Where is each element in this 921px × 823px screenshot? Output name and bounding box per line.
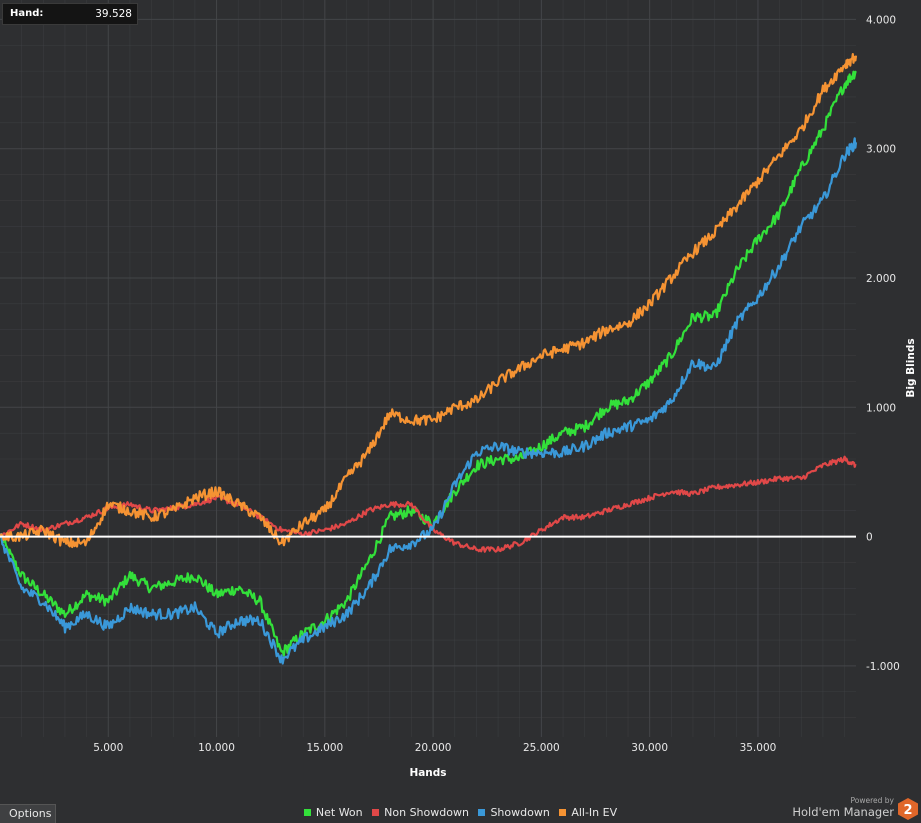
hand-readout-value: 39.528 (95, 8, 132, 20)
brand-logo-area: Powered by Hold'em Manager 2 (788, 796, 918, 823)
axes: 5.000 10.000 15.000 20.000 25.000 30.000 35.00… (93, 14, 917, 779)
hem-logo-icon: 2 (898, 798, 918, 820)
x-tick-label: 5.000 (93, 742, 123, 754)
hand-readout: Hand: 39.528 (2, 3, 138, 25)
legend-item-all-in-ev[interactable]: All-In EV (559, 806, 617, 819)
legend-label: Showdown (490, 806, 550, 819)
y-tick-label: 1.000 (866, 402, 896, 414)
x-tick-label: 30.000 (631, 742, 668, 754)
x-tick-label: 10.000 (198, 742, 235, 754)
x-tick-label: 15.000 (306, 742, 343, 754)
series-line-showdown (0, 137, 858, 665)
y-tick-label: 4.000 (866, 14, 896, 26)
legend-swatch (372, 809, 380, 816)
legend-label: All-In EV (571, 806, 618, 819)
legend-swatch (559, 809, 567, 816)
series-lines (0, 52, 858, 665)
y-tick-label: -1.000 (866, 661, 900, 673)
y-tick-label: 3.000 (866, 144, 896, 156)
x-tick-label: 20.000 (415, 742, 452, 754)
hand-readout-label: Hand: (10, 8, 44, 19)
y-tick-label: 0 (866, 532, 873, 544)
series-line-all-in-ev (0, 52, 858, 549)
y-tick-label: 2.000 (866, 273, 896, 285)
legend-label: Net Won (315, 806, 363, 819)
legend-label: Non Showdown (384, 806, 469, 819)
legend-swatch (478, 809, 486, 816)
x-tick-label: 35.000 (740, 742, 777, 754)
legend-item-showdown[interactable]: Showdown (478, 806, 550, 819)
grid (0, 0, 856, 737)
logo-badge-text: 2 (903, 803, 912, 818)
legend-item-net-won[interactable]: Net Won (303, 806, 363, 819)
options-button[interactable]: Options (0, 804, 56, 823)
legend-item-non-showdown[interactable]: Non Showdown (372, 806, 469, 819)
brand-name-text: Hold'em Manager (792, 805, 894, 819)
y-axis-title: Big Blinds (905, 338, 917, 397)
series-line-net-won (0, 70, 857, 657)
x-tick-label: 25.000 (523, 742, 560, 754)
chart-legend: Net Won Non Showdown Showdown All-In EV (0, 806, 921, 819)
powered-by-text: Powered by (850, 796, 894, 805)
legend-swatch (303, 809, 311, 816)
x-axis-title: Hands (409, 767, 446, 779)
